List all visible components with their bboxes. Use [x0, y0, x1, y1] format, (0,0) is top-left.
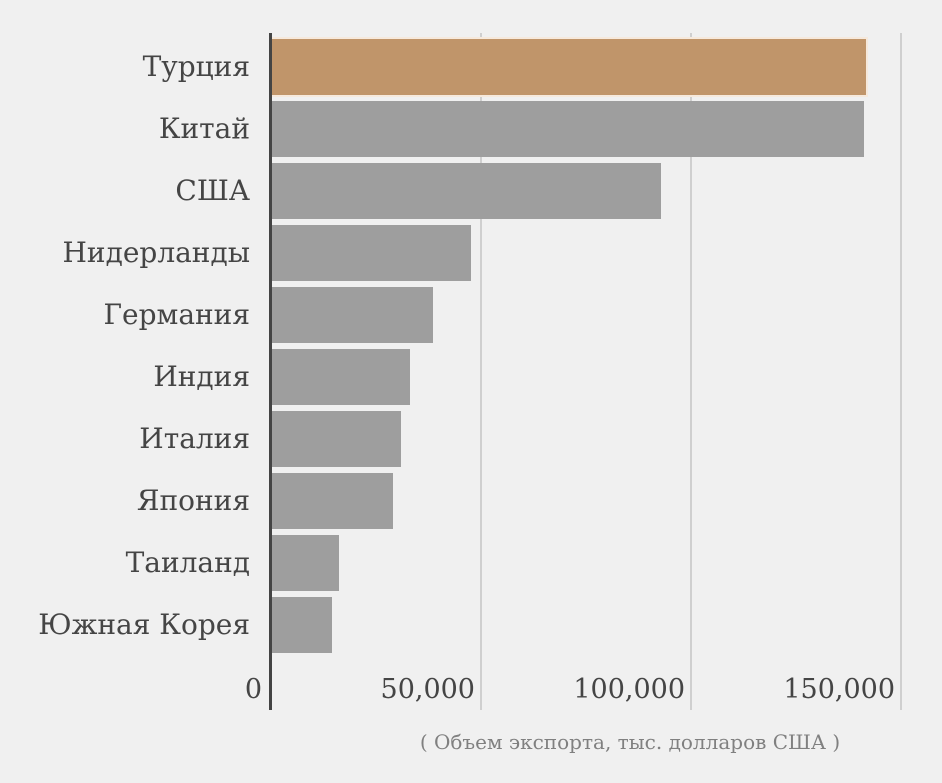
category-label: Италия	[139, 422, 250, 455]
bar	[272, 163, 662, 219]
bar	[272, 473, 394, 529]
category-label: Южная Корея	[38, 608, 250, 641]
gridline	[480, 33, 482, 710]
x-tick-label: 50,000	[380, 674, 475, 705]
x-tick-label: 100,000	[573, 674, 685, 705]
category-label: Германия	[103, 298, 251, 331]
category-label: Индия	[153, 360, 250, 393]
category-label: США	[175, 174, 250, 207]
x-tick-label: 0	[244, 674, 262, 705]
category-label: Турция	[142, 50, 250, 83]
bar	[272, 411, 402, 467]
bar	[272, 597, 333, 653]
category-label: Япония	[136, 484, 250, 517]
x-tick-label: 150,000	[783, 674, 895, 705]
bar	[272, 535, 340, 591]
bar	[272, 349, 411, 405]
gridline	[900, 33, 902, 710]
category-label: Таиланд	[125, 546, 250, 579]
category-label: Нидерланды	[62, 236, 250, 269]
x-axis-title: ( Объем экспорта, тыс. долларов США )	[419, 730, 841, 754]
category-label: Китай	[158, 112, 250, 145]
gridline	[690, 33, 692, 710]
bar	[272, 101, 865, 157]
bar	[272, 225, 471, 281]
bar	[272, 287, 434, 343]
y-axis-line	[269, 33, 272, 710]
bar	[272, 39, 866, 95]
